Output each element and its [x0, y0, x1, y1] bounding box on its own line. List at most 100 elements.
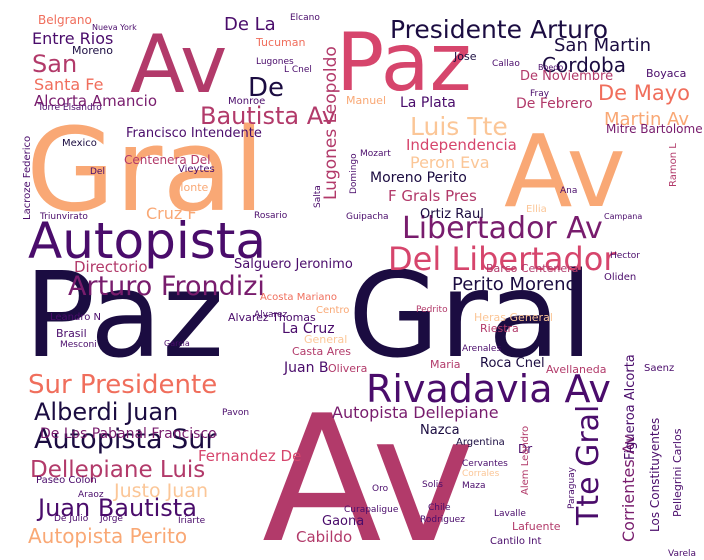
cloud-word: Arturo Frondizi	[68, 271, 265, 302]
cloud-word: Av	[504, 113, 626, 230]
cloud-word: Campana	[604, 212, 642, 221]
cloud-word: Del	[90, 167, 105, 177]
cloud-word: De Julio	[54, 514, 89, 524]
cloud-word: Peron Eva	[410, 153, 490, 172]
cloud-word: Oro	[372, 484, 389, 494]
cloud-word: Autopista Perito	[28, 524, 187, 548]
cloud-word: Perito Moreno	[452, 274, 577, 295]
cloud-word: Centenera Del	[124, 153, 211, 167]
cloud-word: Ramon L	[668, 143, 679, 187]
cloud-word: Los Constituyentes	[648, 418, 662, 532]
cloud-word: Libertador Av	[402, 211, 603, 246]
cloud-word: Cabildo	[296, 528, 352, 546]
cloud-word: Mesconi	[60, 340, 97, 350]
cloud-word: Juan Bautista	[36, 494, 197, 522]
cloud-word: Dellepiane Luis	[30, 457, 205, 483]
cloud-word: Gral	[26, 104, 265, 238]
cloud-word: Francisco Intendente	[126, 126, 262, 141]
cloud-word: Nueva York	[92, 23, 137, 32]
cloud-word: Lavalle	[494, 509, 526, 519]
cloud-word: Mozart	[360, 149, 391, 159]
cloud-word: Roca Cnel	[480, 356, 545, 371]
cloud-word: Belgrano	[38, 13, 92, 27]
cloud-word: Monte	[174, 181, 209, 194]
cloud-word: Justo Juan	[113, 480, 208, 502]
cloud-word: Cantilo Int	[490, 536, 542, 547]
cloud-word: Alem Leandro	[520, 426, 531, 495]
cloud-word: Boyaca	[646, 67, 686, 80]
cloud-word: Lacroze Federico	[22, 136, 33, 220]
cloud-word: Jorge	[99, 514, 123, 524]
cloud-word: Paz	[336, 16, 472, 109]
cloud-word: Cruz F	[146, 204, 197, 223]
cloud-word: Acosta Mariano	[260, 292, 337, 303]
cloud-word: Presidente Arturo	[390, 15, 608, 44]
cloud-word: Ortiz Raul	[420, 207, 484, 222]
cloud-word: Curapaligue	[344, 505, 399, 515]
cloud-word: Saenz	[644, 363, 674, 374]
cloud-word: San	[32, 50, 77, 78]
cloud-word: Garcia	[164, 339, 190, 348]
cloud-word: Solis	[422, 480, 443, 490]
cloud-word: Independencia	[406, 136, 517, 154]
cloud-word: Nazca	[420, 423, 460, 438]
cloud-word: Gral	[348, 246, 593, 384]
cloud-word: Barco Centenera	[486, 262, 578, 275]
cloud-word: Av	[262, 379, 475, 560]
cloud-word: Oliden	[604, 272, 636, 283]
cloud-word: Rosario	[254, 211, 288, 221]
cloud-word: De Mayo	[598, 81, 690, 105]
cloud-word: Arenales	[462, 344, 501, 354]
cloud-word: Figueroa Alcorta	[623, 354, 638, 460]
cloud-word: De Febrero	[516, 96, 593, 112]
cloud-word: Sur Presidente	[28, 370, 217, 400]
cloud-word: Entre Rios	[32, 29, 113, 48]
cloud-word: Alvarez Thomas	[228, 311, 316, 324]
cloud-word: Del Libertador	[388, 240, 617, 278]
cloud-word: Hector	[610, 251, 640, 261]
cloud-word: Fernandez De	[198, 447, 301, 465]
cloud-word: Pellegrini Carlos	[671, 428, 684, 517]
cloud-word: Boedo	[538, 63, 563, 72]
cloud-word: Pedrito	[416, 305, 448, 315]
cloud-word: Triunvirato	[39, 212, 88, 222]
cloud-word: Domingo	[349, 153, 359, 194]
cloud-word: Cervantes	[462, 459, 508, 469]
cloud-word: Maza	[462, 481, 486, 491]
cloud-word: Rodriguez	[420, 515, 465, 525]
cloud-word: Alberdi Juan	[34, 398, 178, 426]
cloud-word: Santa Fe	[34, 75, 103, 94]
cloud-word: Bautista Av	[200, 102, 336, 130]
cloud-word: General	[304, 333, 347, 346]
cloud-word: Juan B	[283, 360, 329, 376]
cloud-word: Heras General	[474, 311, 553, 324]
cloud-word: Luis Tte	[410, 112, 508, 141]
cloud-word: Chile	[428, 503, 451, 513]
cloud-word: Lugones Leopoldo	[321, 46, 341, 200]
cloud-word: Monroe	[228, 96, 265, 107]
cloud-word: De Noviembre	[520, 69, 613, 84]
cloud-word: Guipacha	[346, 212, 389, 222]
cloud-word: Av	[130, 18, 227, 111]
cloud-word: Vieytes	[178, 164, 215, 175]
cloud-word: San Martin	[554, 35, 651, 56]
cloud-word: La Plata	[400, 95, 456, 111]
cloud-word: Autopista Dellepiane	[332, 403, 499, 422]
cloud-word: Corrales	[462, 469, 500, 479]
cloud-word: Maria	[430, 358, 461, 371]
cloud-word: Martin Av	[604, 109, 689, 130]
cloud-word: La Cruz	[282, 321, 335, 337]
cloud-word: Moreno Perito	[370, 170, 467, 186]
cloud-word: Brasil	[56, 327, 87, 340]
cloud-word: Corrientes Av	[619, 435, 638, 542]
cloud-word: Alcorta Amancio	[34, 92, 157, 110]
cloud-word: Alvarez	[254, 310, 288, 320]
cloud-word: Autopista Sur	[34, 424, 217, 455]
cloud-word: Mitre Bartolome	[606, 122, 703, 136]
cloud-word: Salguero Jeronimo	[234, 257, 353, 272]
cloud-word: De Los Pabanal Francisco	[40, 426, 217, 442]
cloud-word: Pavon	[222, 408, 249, 418]
